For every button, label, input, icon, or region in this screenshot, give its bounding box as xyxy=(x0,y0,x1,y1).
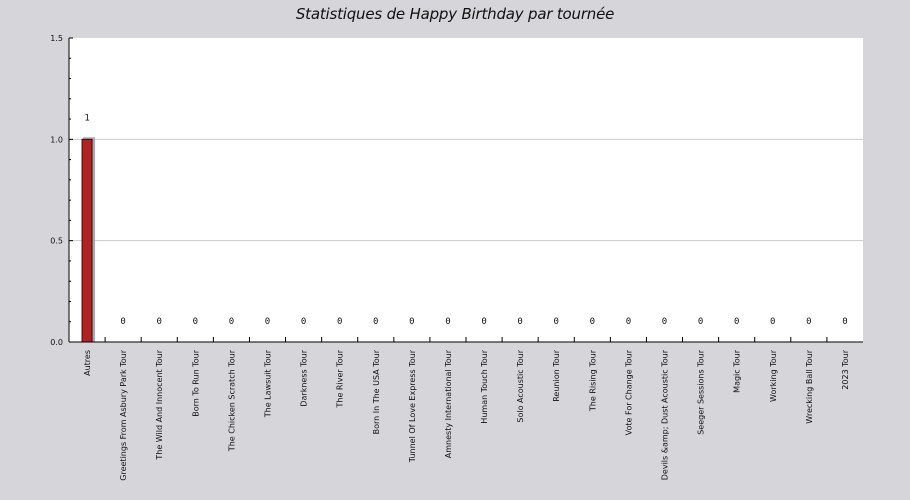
x-tick-label: Tunnel Of Love Express Tour xyxy=(408,349,417,463)
data-label: 0 xyxy=(770,317,775,327)
data-label: 1 xyxy=(84,113,89,123)
data-label: 0 xyxy=(301,317,306,327)
x-tick-label: The Wild And Innocent Tour xyxy=(155,349,164,460)
data-label: 0 xyxy=(120,317,125,327)
data-label: 0 xyxy=(734,317,739,327)
data-label: 0 xyxy=(265,317,270,327)
x-tick-label: The River Tour xyxy=(336,349,345,408)
data-label: 0 xyxy=(445,317,450,327)
x-tick-label: 2023 Tour xyxy=(841,349,850,389)
data-label: 0 xyxy=(337,317,342,327)
chart-title: Statistiques de Happy Birthday par tourn… xyxy=(295,5,615,23)
x-tick-label: Greetings From Asbury Park Tour xyxy=(119,349,128,480)
data-label: 0 xyxy=(626,317,631,327)
data-label: 0 xyxy=(193,317,198,327)
x-tick-label: The Chicken Scratch Tour xyxy=(227,349,236,452)
data-label: 0 xyxy=(517,317,522,327)
y-tick-label: 1.0 xyxy=(50,135,63,144)
y-tick-label: 1.5 xyxy=(50,34,63,43)
x-tick-label: Born To Run Tour xyxy=(191,349,200,416)
x-tick-label: Wrecking Ball Tour xyxy=(805,349,814,423)
bar xyxy=(81,138,93,343)
data-label: 0 xyxy=(698,317,703,327)
data-label: 0 xyxy=(409,317,414,327)
x-tick-label: Amnesty International Tour xyxy=(444,349,453,458)
y-tick-label: 0.0 xyxy=(50,338,63,347)
x-tick-label: The Lawsuit Tour xyxy=(264,349,273,418)
data-label: 0 xyxy=(662,317,667,327)
y-tick-label: 0.5 xyxy=(50,237,63,246)
x-tick-label: Human Touch Tour xyxy=(480,349,489,423)
x-tick-label: Solo Acoustic Tour xyxy=(516,349,525,422)
x-tick-label: Born In The USA Tour xyxy=(372,349,381,434)
data-label: 0 xyxy=(806,317,811,327)
x-tick-label: Working Tour xyxy=(769,349,778,402)
data-label: 0 xyxy=(373,317,378,327)
data-label: 0 xyxy=(157,317,162,327)
data-label: 0 xyxy=(481,317,486,327)
data-label: 0 xyxy=(590,317,595,327)
x-tick-label: Seeger Sessions Tour xyxy=(697,349,706,434)
x-tick-label: The Rising Tour xyxy=(588,349,597,412)
x-tick-label: Magic Tour xyxy=(733,349,742,393)
data-label: 0 xyxy=(229,317,234,327)
x-tick-label: Darkness Tour xyxy=(300,349,309,406)
plot-area xyxy=(69,38,863,342)
x-tick-label: Devils &amp; Dust Acoustic Tour xyxy=(661,349,670,480)
x-tick-label: Reunion Tour xyxy=(552,349,561,401)
x-tick-label: Autres xyxy=(83,350,92,376)
x-tick-label: Vote For Change Tour xyxy=(624,349,633,435)
data-label: 0 xyxy=(842,317,847,327)
data-label: 0 xyxy=(554,317,559,327)
